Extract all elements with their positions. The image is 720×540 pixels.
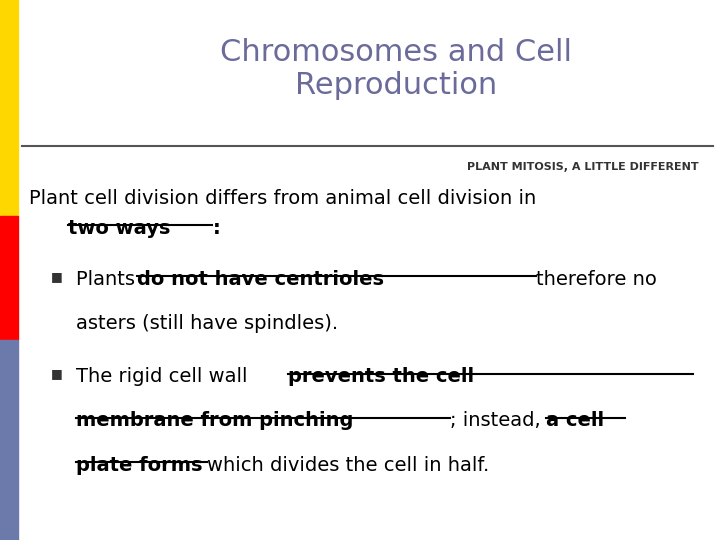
Bar bbox=[0, 216, 18, 340]
Text: asters (still have spindles).: asters (still have spindles). bbox=[76, 314, 338, 333]
Text: a cell: a cell bbox=[546, 411, 604, 430]
Text: plate forms: plate forms bbox=[76, 456, 209, 475]
Text: prevents the cell: prevents the cell bbox=[288, 367, 474, 386]
Text: ■: ■ bbox=[50, 270, 62, 283]
Text: PLANT MITOSIS, A LITTLE DIFFERENT: PLANT MITOSIS, A LITTLE DIFFERENT bbox=[467, 162, 698, 172]
Text: Plant cell division differs from animal cell division in: Plant cell division differs from animal … bbox=[29, 189, 536, 208]
Text: ; instead,: ; instead, bbox=[450, 411, 547, 430]
Text: Chromosomes and Cell
Reproduction: Chromosomes and Cell Reproduction bbox=[220, 38, 572, 100]
Bar bbox=[0, 340, 18, 540]
Text: do not have centrioles: do not have centrioles bbox=[137, 270, 390, 289]
Text: therefore no: therefore no bbox=[536, 270, 657, 289]
Bar bbox=[0, 0, 18, 216]
Text: two ways: two ways bbox=[68, 219, 171, 238]
Text: ■: ■ bbox=[50, 367, 62, 380]
Text: Plants: Plants bbox=[76, 270, 141, 289]
Text: which divides the cell in half.: which divides the cell in half. bbox=[207, 456, 490, 475]
Text: :: : bbox=[212, 219, 220, 238]
Text: membrane from pinching: membrane from pinching bbox=[76, 411, 353, 430]
Text: The rigid cell wall: The rigid cell wall bbox=[76, 367, 253, 386]
